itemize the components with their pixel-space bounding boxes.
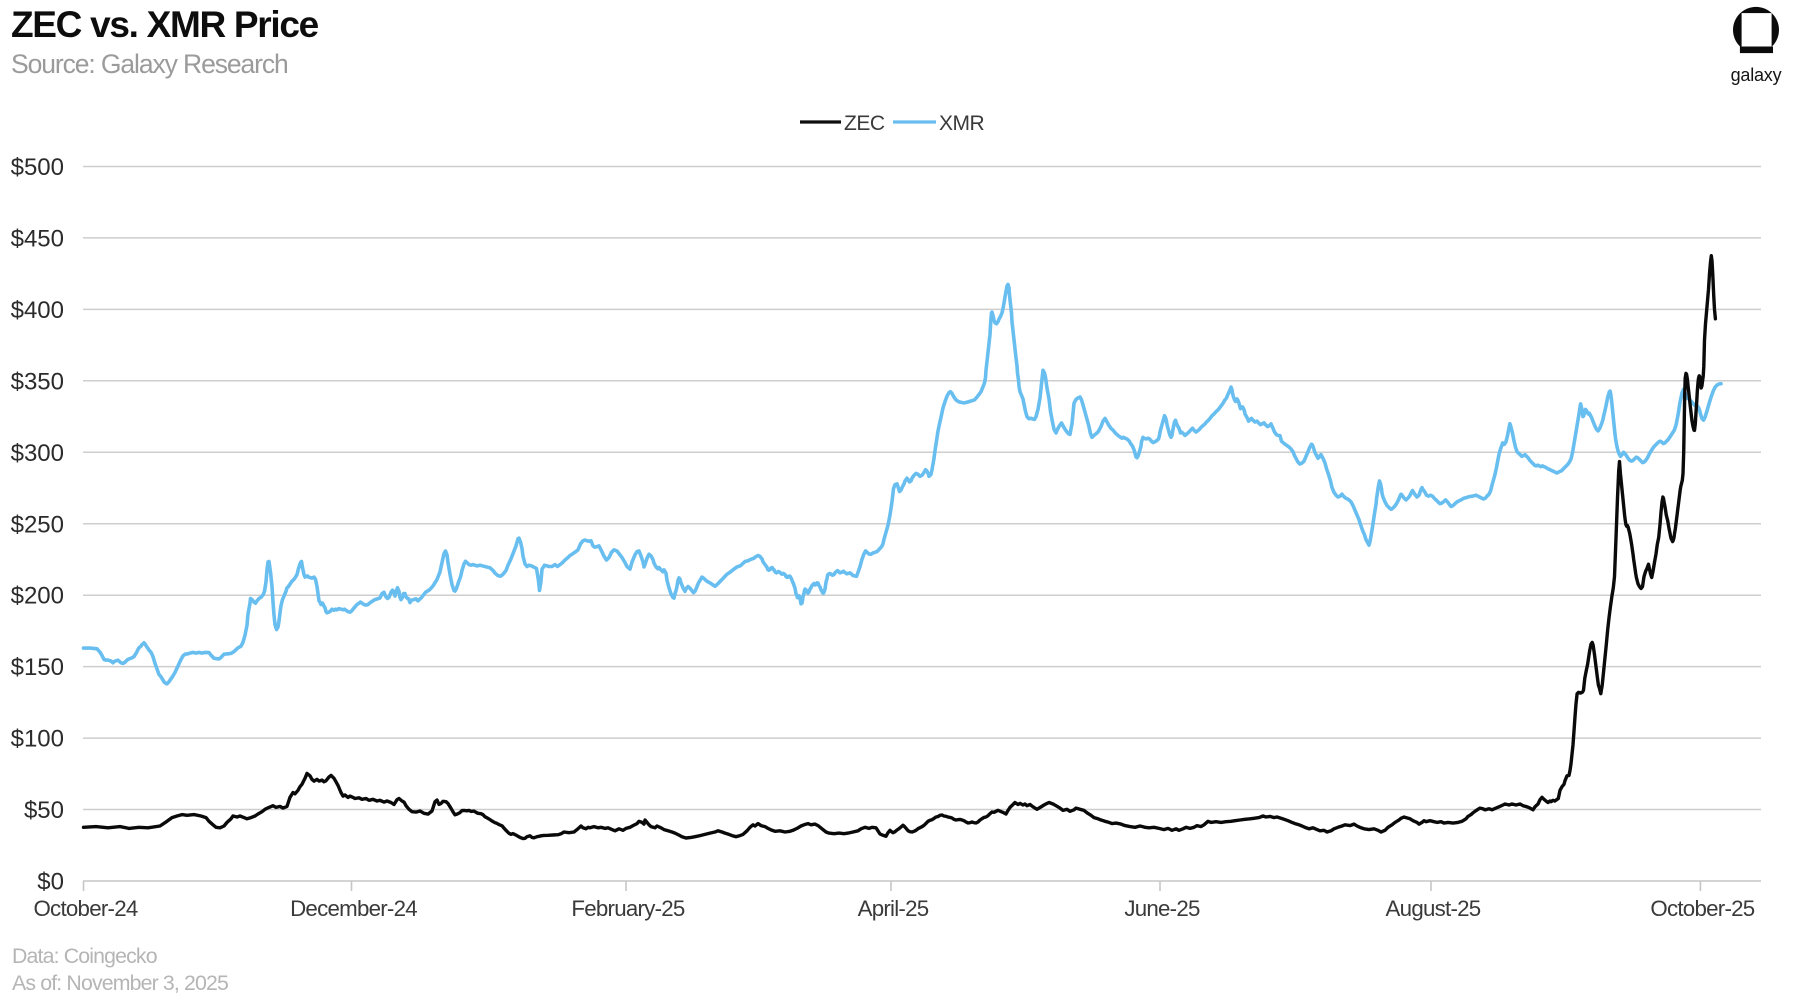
svg-text:$350: $350 [11,368,64,395]
svg-text:October-25: October-25 [1650,896,1754,921]
svg-text:February-25: February-25 [571,896,685,921]
svg-text:$150: $150 [11,654,64,681]
svg-text:$400: $400 [11,297,64,324]
svg-text:Data: Coingecko: Data: Coingecko [12,944,157,968]
svg-text:ZEC: ZEC [844,112,885,135]
svg-text:As of: November 3, 2025: As of: November 3, 2025 [12,971,228,995]
svg-text:October-24: October-24 [33,896,137,921]
svg-text:$250: $250 [11,511,64,538]
svg-text:$200: $200 [11,583,64,610]
svg-text:$50: $50 [24,797,64,824]
svg-text:August-25: August-25 [1386,896,1481,921]
svg-text:$100: $100 [11,726,64,753]
svg-text:December-24: December-24 [290,896,417,921]
svg-text:April-25: April-25 [858,896,929,921]
svg-text:June-25: June-25 [1124,896,1200,921]
svg-text:galaxy: galaxy [1731,65,1782,85]
svg-text:$450: $450 [11,225,64,252]
svg-text:$300: $300 [11,440,64,467]
svg-text:$500: $500 [11,154,64,181]
svg-text:$0: $0 [37,869,64,896]
svg-text:Source: Galaxy Research: Source: Galaxy Research [11,49,288,79]
svg-text:XMR: XMR [939,112,985,135]
svg-text:ZEC vs. XMR Price: ZEC vs. XMR Price [11,4,319,45]
